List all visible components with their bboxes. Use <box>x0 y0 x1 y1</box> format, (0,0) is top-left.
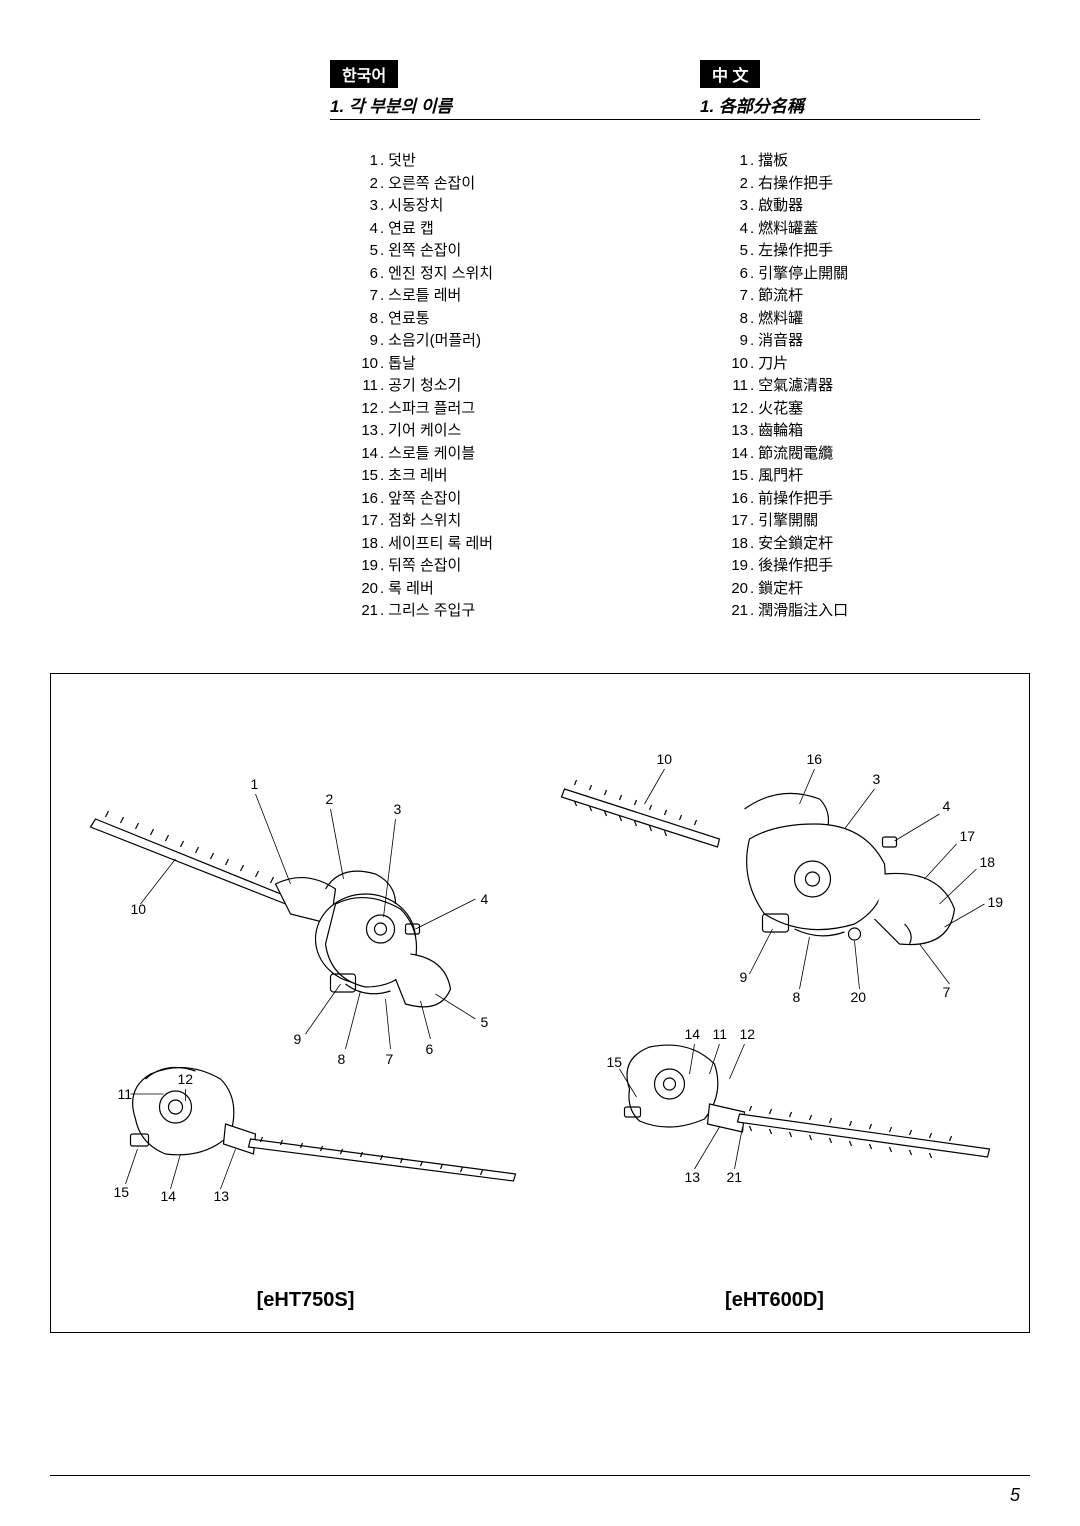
list-item: 3.시동장치 <box>350 195 660 218</box>
callout-2: 2 <box>326 791 334 807</box>
page-number: 5 <box>1010 1485 1020 1506</box>
list-item: 21.潤滑脂注入口 <box>720 600 1030 623</box>
callout-r11: 11 <box>713 1026 728 1042</box>
list-item: 2.오른쪽 손잡이 <box>350 173 660 196</box>
model-label-right: [eHT600D] <box>725 1289 824 1312</box>
callout-r15: 15 <box>607 1054 623 1070</box>
list-item: 12.스파크 플러그 <box>350 398 660 421</box>
list-item: 1.덧반 <box>350 150 660 173</box>
list-item: 3.啟動器 <box>720 195 1030 218</box>
list-item: 8.연료통 <box>350 308 660 331</box>
list-item: 15.초크 레버 <box>350 465 660 488</box>
callout-r18: 18 <box>980 854 996 870</box>
list-item: 4.연료 캡 <box>350 218 660 241</box>
list-item: 6.引擎停止開關 <box>720 263 1030 286</box>
callout-12: 12 <box>178 1071 194 1087</box>
callout-r4: 4 <box>943 798 951 814</box>
callout-r14: 14 <box>685 1026 701 1042</box>
list-item: 14.스로틀 케이블 <box>350 443 660 466</box>
callout-r7: 7 <box>943 984 951 1000</box>
list-item: 16.앞쪽 손잡이 <box>350 488 660 511</box>
callout-r8: 8 <box>793 989 801 1005</box>
callout-r20: 20 <box>851 989 867 1005</box>
callout-3: 3 <box>394 801 402 817</box>
list-item: 5.左操作把手 <box>720 240 1030 263</box>
diagram-left-svg: 1 2 3 4 5 6 7 8 9 10 <box>71 729 540 1269</box>
list-item: 17.引擎開關 <box>720 510 1030 533</box>
callout-13: 13 <box>214 1188 230 1204</box>
callout-r9: 9 <box>740 969 748 985</box>
list-item: 13.기어 케이스 <box>350 420 660 443</box>
list-item: 12.火花塞 <box>720 398 1030 421</box>
callout-1: 1 <box>251 776 259 792</box>
callout-r10: 10 <box>657 751 673 767</box>
callout-5: 5 <box>481 1014 489 1030</box>
list-item: 6.엔진 정지 스위치 <box>350 263 660 286</box>
list-item: 10.톱날 <box>350 353 660 376</box>
model-label-left: [eHT750S] <box>257 1289 355 1312</box>
list-item: 15.風門杆 <box>720 465 1030 488</box>
list-item: 11.공기 청소기 <box>350 375 660 398</box>
korean-section-title: 1. 각 부분의 이름 <box>330 92 660 117</box>
list-item: 4.燃料罐蓋 <box>720 218 1030 241</box>
callout-14: 14 <box>161 1188 177 1204</box>
list-item: 7.節流杆 <box>720 285 1030 308</box>
list-item: 9.소음기(머플러) <box>350 330 660 353</box>
chinese-badge: 中 文 <box>700 60 760 88</box>
diagram-box: 1 2 3 4 5 6 7 8 9 10 <box>50 673 1030 1333</box>
list-item: 21.그리스 주입구 <box>350 600 660 623</box>
callout-11: 11 <box>118 1086 133 1102</box>
callout-8: 8 <box>338 1051 346 1067</box>
chinese-section-title: 1. 各部分名稱 <box>700 92 1030 117</box>
list-item: 11.空氣濾清器 <box>720 375 1030 398</box>
list-item: 19.뒤쪽 손잡이 <box>350 555 660 578</box>
list-item: 14.節流閥電纜 <box>720 443 1030 466</box>
callout-r16: 16 <box>807 751 823 767</box>
callout-15: 15 <box>114 1184 130 1200</box>
korean-parts-list: 1.덧반2.오른쪽 손잡이3.시동장치4.연료 캡5.왼쪽 손잡이6.엔진 정지… <box>350 150 660 623</box>
chinese-parts-list: 1.擋板2.右操作把手3.啟動器4.燃料罐蓋5.左操作把手6.引擎停止開關7.節… <box>720 150 1030 623</box>
list-item: 19.後操作把手 <box>720 555 1030 578</box>
list-item: 8.燃料罐 <box>720 308 1030 331</box>
callout-7: 7 <box>386 1051 394 1067</box>
callout-6: 6 <box>426 1041 434 1057</box>
callout-r13: 13 <box>685 1169 701 1185</box>
list-item: 20.록 레버 <box>350 578 660 601</box>
callout-r12: 12 <box>740 1026 756 1042</box>
list-item: 16.前操作把手 <box>720 488 1030 511</box>
list-item: 20.鎖定杆 <box>720 578 1030 601</box>
diagram-right-svg: 10 16 3 4 17 18 19 7 20 8 9 <box>540 729 1009 1269</box>
list-item: 1.擋板 <box>720 150 1030 173</box>
callout-r3: 3 <box>873 771 881 787</box>
footer-line <box>50 1475 1030 1476</box>
list-item: 9.消音器 <box>720 330 1030 353</box>
list-item: 2.右操作把手 <box>720 173 1030 196</box>
list-item: 10.刀片 <box>720 353 1030 376</box>
callout-r19: 19 <box>988 894 1004 910</box>
list-item: 18.세이프티 록 레버 <box>350 533 660 556</box>
list-item: 5.왼쪽 손잡이 <box>350 240 660 263</box>
callout-4: 4 <box>481 891 489 907</box>
list-item: 7.스로틀 레버 <box>350 285 660 308</box>
callout-r21: 21 <box>727 1169 743 1185</box>
callout-9: 9 <box>294 1031 302 1047</box>
callout-10: 10 <box>131 901 147 917</box>
list-item: 17.점화 스위치 <box>350 510 660 533</box>
list-item: 13.齒輪箱 <box>720 420 1030 443</box>
list-item: 18.安全鎖定杆 <box>720 533 1030 556</box>
callout-r17: 17 <box>960 828 976 844</box>
korean-badge: 한국어 <box>330 60 398 88</box>
